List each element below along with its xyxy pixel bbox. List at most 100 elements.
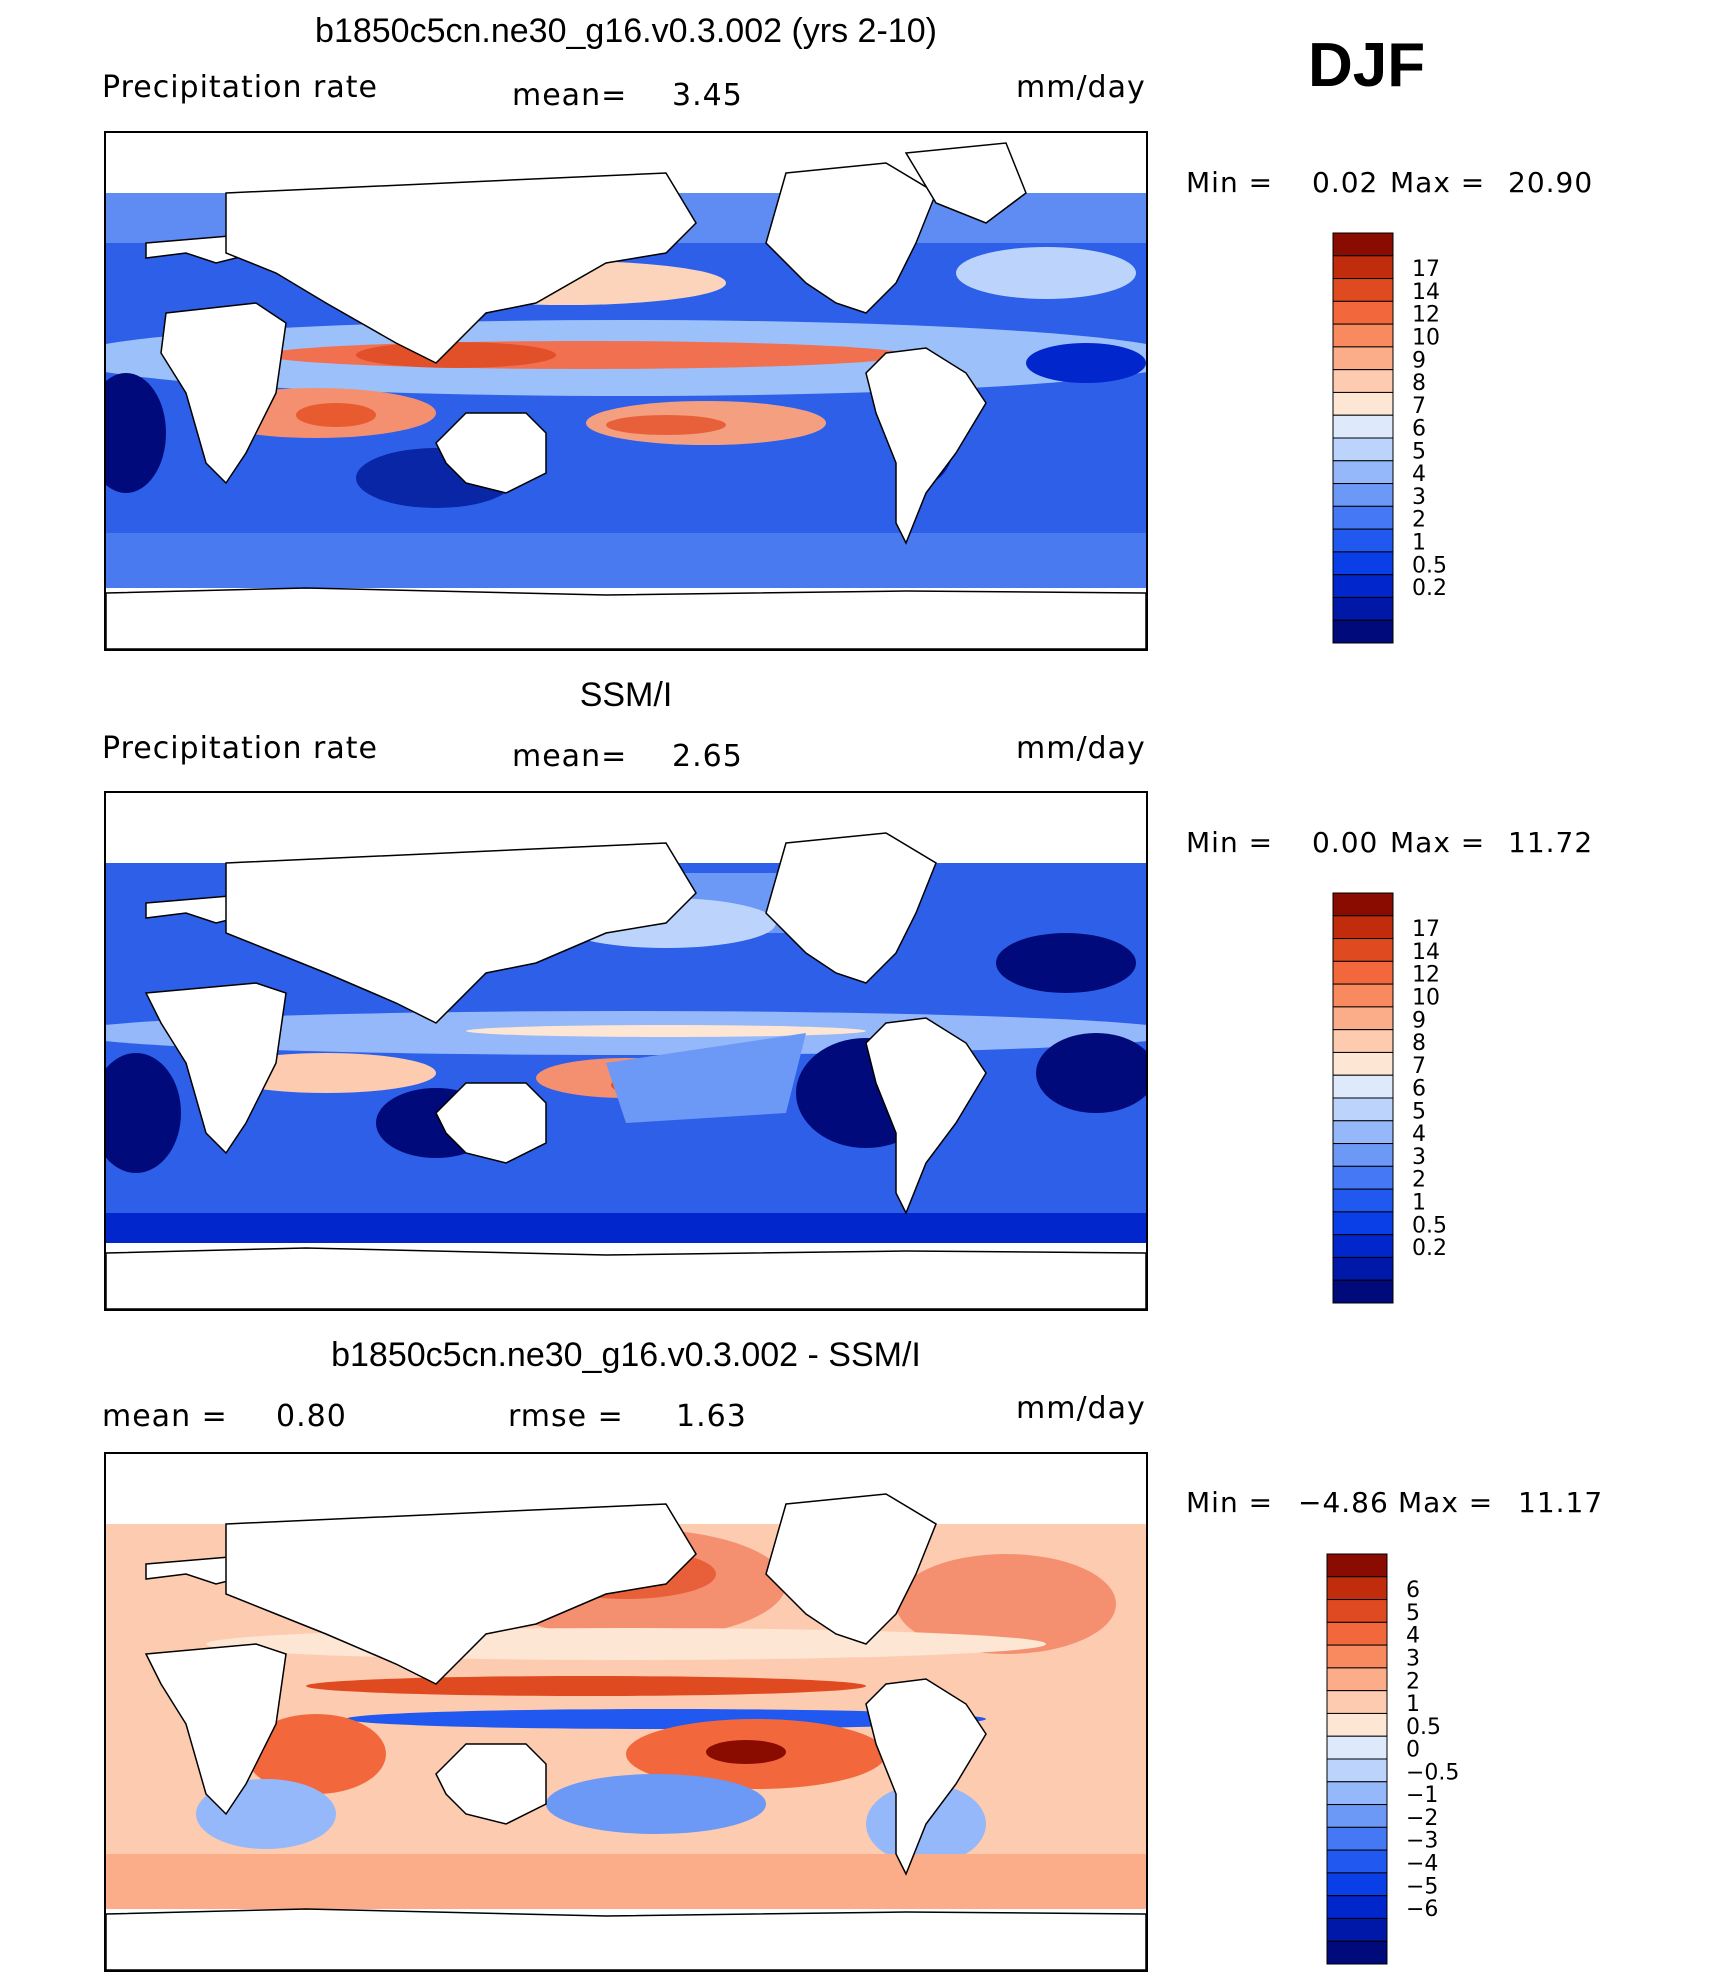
colorbar-box xyxy=(1332,1279,1394,1304)
panel-1-title: b1850c5cn.ne30_g16.v0.3.002 (yrs 2-10) xyxy=(315,12,937,50)
colorbar-label: 17 xyxy=(1412,257,1440,282)
colorbar-box xyxy=(1332,1234,1394,1258)
colorbar-label: 10 xyxy=(1412,326,1440,351)
panel-2-title: SSM/I xyxy=(579,676,673,714)
season-label: DJF xyxy=(1308,31,1426,100)
colorbar-label: 14 xyxy=(1412,280,1440,305)
colorbar-box xyxy=(1326,1804,1388,1828)
colorbar-box xyxy=(1326,1621,1388,1646)
colorbar-box xyxy=(1326,1940,1388,1965)
colorbar-box xyxy=(1332,414,1394,439)
colorbar-box xyxy=(1332,1074,1394,1099)
colorbar-box xyxy=(1332,892,1394,917)
colorbar-box xyxy=(1332,437,1394,462)
colorbar-label: 3 xyxy=(1412,485,1426,510)
colorbar-label: 0.2 xyxy=(1412,576,1447,601)
colorbar-box xyxy=(1326,1690,1388,1714)
panel-3-max-label: Max = xyxy=(1398,1486,1494,1519)
panel-3-rmse-label: rmse = xyxy=(508,1399,624,1434)
colorbar-label: 1 xyxy=(1412,1191,1426,1216)
colorbar-label: 9 xyxy=(1412,1008,1426,1033)
colorbar-label: −3 xyxy=(1406,1829,1438,1854)
colorbar-label: 4 xyxy=(1406,1624,1420,1649)
colorbar-box xyxy=(1332,1120,1394,1145)
colorbar-label: 5 xyxy=(1406,1601,1420,1626)
colorbar-label: 10 xyxy=(1412,986,1440,1011)
colorbar-box xyxy=(1332,1051,1394,1076)
colorbar-label: −5 xyxy=(1406,1874,1438,1899)
colorbar-label: 3 xyxy=(1406,1647,1420,1672)
panel-1-mean-value: 3.45 xyxy=(672,78,743,113)
panel-3-title: b1850c5cn.ne30_g16.v0.3.002 - SSM/I xyxy=(331,1336,921,1374)
colorbar-label: 12 xyxy=(1412,303,1440,328)
colorbar-label: 8 xyxy=(1412,371,1426,396)
colorbar-box xyxy=(1332,1256,1394,1281)
panel-1-colorbar: 17 14 12 10 9 8 7 6 5 4 3 2 1 0.5 0.2 xyxy=(1332,232,1492,646)
colorbar-label: 12 xyxy=(1412,963,1440,988)
colorbar-box xyxy=(1332,346,1394,371)
colorbar-box xyxy=(1332,460,1394,485)
colorbar-label: 5 xyxy=(1412,1099,1426,1124)
panel-1-units: mm/day xyxy=(1016,70,1146,105)
colorbar-label: 17 xyxy=(1412,917,1440,942)
colorbar-box xyxy=(1326,1644,1388,1669)
colorbar-box xyxy=(1332,983,1394,1008)
colorbar-box xyxy=(1326,1576,1388,1601)
colorbar-label: −2 xyxy=(1406,1806,1438,1831)
panel-3-min-label: Min = xyxy=(1186,1486,1274,1519)
colorbar-label: 4 xyxy=(1412,1122,1426,1147)
colorbar-box xyxy=(1326,1781,1388,1806)
colorbar-box xyxy=(1332,391,1394,416)
panel-2-map xyxy=(104,791,1148,1311)
colorbar-label: 5 xyxy=(1412,439,1426,464)
colorbar-box xyxy=(1332,232,1394,257)
colorbar-box xyxy=(1332,369,1394,393)
colorbar-label: 0.2 xyxy=(1412,1236,1447,1261)
colorbar-label: 7 xyxy=(1412,1054,1426,1079)
colorbar-box xyxy=(1332,323,1394,348)
colorbar-label: 6 xyxy=(1412,417,1426,442)
panel-1-min-label: Min = xyxy=(1186,166,1274,199)
panel-3-map xyxy=(104,1452,1148,1972)
panel-2-colorbar: 17 14 12 10 9 8 7 6 5 4 3 2 1 0.5 0.2 xyxy=(1332,892,1492,1306)
colorbar-label: −6 xyxy=(1406,1897,1438,1922)
panel-3-max-value: 11.17 xyxy=(1518,1486,1604,1519)
colorbar-box xyxy=(1326,1553,1388,1578)
panel-3-colorbar: 6 5 4 3 2 1 0.5 0 −0.5 −1 −2 −3 −4 −5 −6 xyxy=(1326,1553,1486,1967)
colorbar-label: −1 xyxy=(1406,1783,1438,1808)
colorbar-label: 1 xyxy=(1406,1692,1420,1717)
colorbar-box xyxy=(1332,278,1394,302)
panel-3-mean-label: mean = xyxy=(102,1399,228,1434)
panel-3-rmse-value: 1.63 xyxy=(676,1399,747,1434)
colorbar-label: 7 xyxy=(1412,394,1426,419)
colorbar-box xyxy=(1332,1165,1394,1190)
colorbar-box xyxy=(1326,1712,1388,1737)
panel-2-min-value: 0.00 xyxy=(1312,826,1379,859)
colorbar-box xyxy=(1326,1872,1388,1897)
panel-2-variable-label: Precipitation rate xyxy=(102,731,378,766)
panel-3-min-value: −4.86 xyxy=(1298,1486,1389,1519)
colorbar-label: 2 xyxy=(1412,1168,1426,1193)
panel-2-units: mm/day xyxy=(1016,731,1146,766)
colorbar-box xyxy=(1332,300,1394,325)
colorbar-box xyxy=(1332,505,1394,530)
colorbar-label: 0.5 xyxy=(1412,553,1447,578)
colorbar-label: 4 xyxy=(1412,462,1426,487)
colorbar-label: 2 xyxy=(1412,508,1426,533)
colorbar-box xyxy=(1332,1097,1394,1122)
colorbar-box xyxy=(1332,938,1394,962)
colorbar-box xyxy=(1326,1849,1388,1874)
colorbar-box xyxy=(1332,960,1394,985)
colorbar-box xyxy=(1332,915,1394,940)
colorbar-box xyxy=(1332,1143,1394,1167)
panel-2-mean-label: mean= xyxy=(512,739,628,774)
colorbar-label: 6 xyxy=(1412,1077,1426,1102)
colorbar-box xyxy=(1326,1895,1388,1919)
panel-1-max-label: Max = xyxy=(1390,166,1486,199)
colorbar-box xyxy=(1326,1667,1388,1692)
colorbar-label: −4 xyxy=(1406,1852,1438,1877)
panel-1-map xyxy=(104,131,1148,651)
